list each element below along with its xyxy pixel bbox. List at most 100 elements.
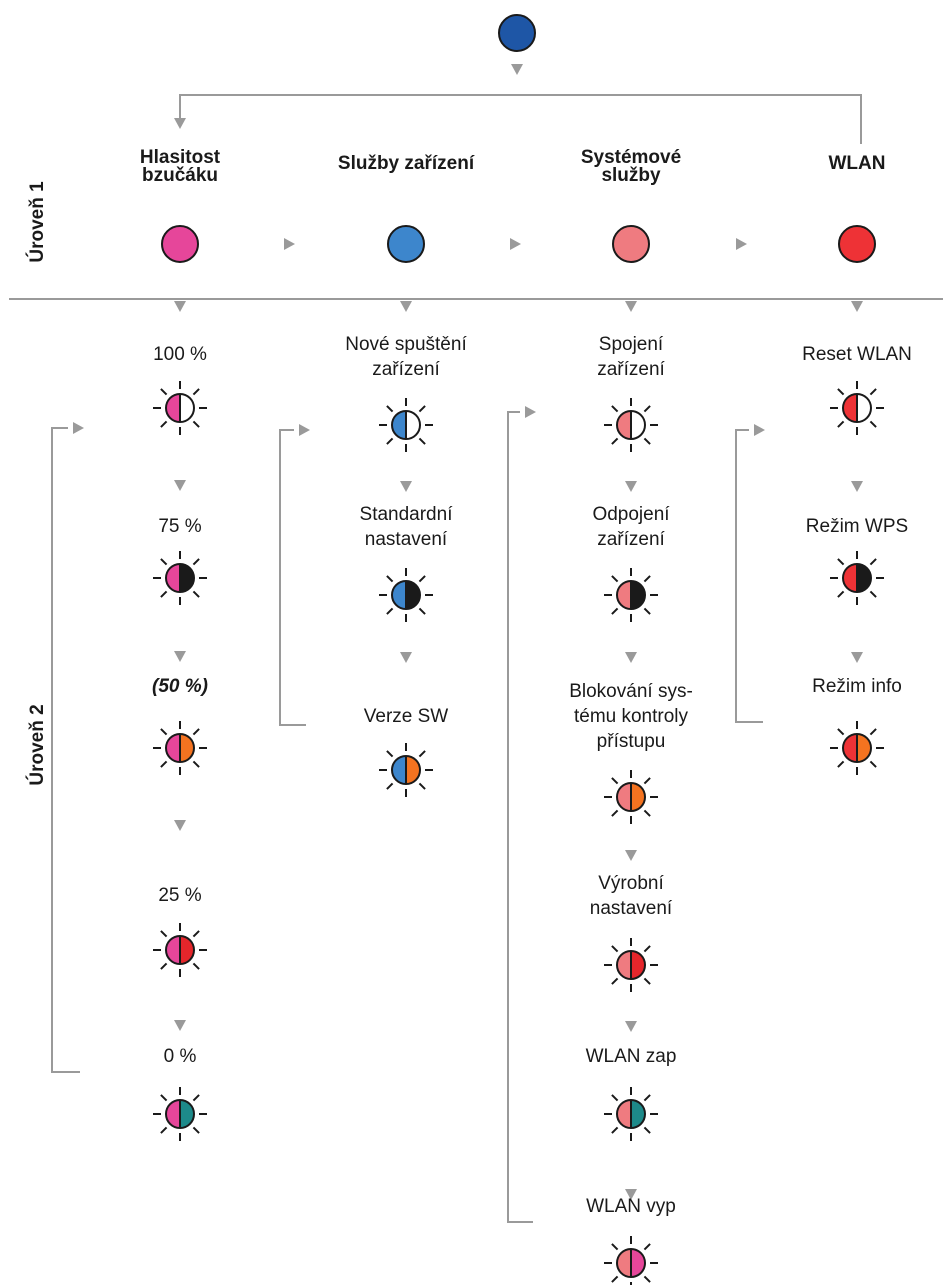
- led-ray: [611, 437, 619, 445]
- led-icon: [830, 721, 884, 775]
- led-left-half: [617, 951, 631, 979]
- label-line: zařízení: [597, 359, 665, 380]
- led-rays: [379, 743, 433, 797]
- label-line: Systémové: [580, 147, 682, 168]
- led-ray: [418, 607, 426, 615]
- menu-item-wlan: Reset WLAN: [752, 342, 943, 367]
- led-rays: [604, 938, 658, 992]
- led-rays: [604, 398, 658, 452]
- led-ray: [611, 575, 619, 583]
- top-menu-circle: [498, 14, 536, 52]
- led-icon: [379, 743, 433, 797]
- led-rays: [153, 1087, 207, 1141]
- led-icon: [153, 721, 207, 775]
- led-left-half: [843, 734, 857, 762]
- led-rays: [379, 398, 433, 452]
- led-ray: [160, 420, 168, 428]
- menu-item-device: Nové spuštění zařízení: [301, 332, 511, 382]
- arrow-down-icon: [851, 481, 863, 492]
- label-line: 100 %: [153, 344, 207, 365]
- led-ray: [418, 437, 426, 445]
- led-icon: [604, 770, 658, 824]
- led-left-half: [166, 936, 180, 964]
- led-rays: [604, 1087, 658, 1141]
- led-right-half: [857, 394, 871, 422]
- label-line: 0 %: [163, 1046, 197, 1067]
- arrow-down-icon: [625, 301, 637, 312]
- arrow-down-icon: [400, 652, 412, 663]
- led-right-half: [857, 564, 871, 592]
- led-icon: [604, 1236, 658, 1285]
- led-left-half: [843, 394, 857, 422]
- led-ray: [643, 575, 651, 583]
- arrow-down-icon: [174, 1020, 186, 1031]
- led-ray: [418, 750, 426, 758]
- led-right-half: [406, 581, 420, 609]
- led-ray: [643, 437, 651, 445]
- arrow-down-icon: [174, 820, 186, 831]
- menu-item-system: WLAN zap: [526, 1044, 736, 1069]
- label-line: Reset WLAN: [802, 344, 912, 365]
- label-line: WLAN: [828, 153, 886, 174]
- led-ray: [192, 930, 200, 938]
- arrow-down-icon: [174, 480, 186, 491]
- arrow-down-icon: [174, 301, 186, 312]
- led-icon: [604, 1087, 658, 1141]
- arrow-down-icon: [625, 652, 637, 663]
- label-line: WLAN vyp: [586, 1196, 676, 1217]
- menu-item-buzzer: (50 %): [75, 674, 285, 699]
- label-line: nastavení: [589, 898, 673, 919]
- led-right-half: [180, 394, 194, 422]
- led-ray: [643, 1275, 651, 1283]
- arrow-right-icon: [754, 424, 765, 436]
- led-left-half: [166, 394, 180, 422]
- led-ray: [869, 760, 877, 768]
- led-rays: [604, 568, 658, 622]
- label-line: tému kontroly: [573, 706, 689, 727]
- label-line: služby: [601, 165, 661, 186]
- loop-line-buzzer: [51, 427, 80, 1073]
- led-left-half: [617, 783, 631, 811]
- led-icon: [830, 551, 884, 605]
- led-ray: [160, 728, 168, 736]
- label-line: 75 %: [158, 516, 202, 537]
- led-left-half: [166, 564, 180, 592]
- led-ray: [192, 1094, 200, 1102]
- led-ray: [160, 760, 168, 768]
- arrow-right-icon: [284, 238, 295, 250]
- led-icon: [604, 568, 658, 622]
- led-icon: [830, 381, 884, 435]
- led-ray: [192, 760, 200, 768]
- led-ray: [611, 809, 619, 817]
- level-1-device-circle: [387, 225, 425, 263]
- led-ray: [386, 437, 394, 445]
- led-ray: [643, 977, 651, 985]
- distribution-line: [179, 94, 862, 144]
- led-ray: [611, 405, 619, 413]
- led-left-half: [392, 756, 406, 784]
- label-line: Spojení: [598, 334, 664, 355]
- led-ray: [160, 1126, 168, 1134]
- led-icon: [379, 568, 433, 622]
- arrow-down-icon: [625, 1021, 637, 1032]
- led-right-half: [180, 936, 194, 964]
- arrow-right-icon: [510, 238, 521, 250]
- led-ray: [611, 777, 619, 785]
- arrow-down-icon: [511, 64, 523, 75]
- led-ray: [869, 558, 877, 566]
- arrow-down-icon: [400, 481, 412, 492]
- loop-line-wlan: [735, 429, 763, 723]
- led-icon: [604, 938, 658, 992]
- menu-item-wlan: Režim info: [752, 674, 943, 699]
- label-line: Nové spuštění: [345, 334, 467, 355]
- led-ray: [611, 977, 619, 985]
- led-left-half: [617, 411, 631, 439]
- led-right-half: [631, 1249, 645, 1277]
- arrow-down-icon: [174, 118, 186, 129]
- menu-item-buzzer: 25 %: [75, 883, 285, 908]
- menu-item-system: WLAN vyp: [526, 1194, 736, 1219]
- led-icon: [379, 398, 433, 452]
- led-ray: [643, 1243, 651, 1251]
- menu-item-system: Blokování sys-tému kontroly přístupu: [526, 679, 736, 754]
